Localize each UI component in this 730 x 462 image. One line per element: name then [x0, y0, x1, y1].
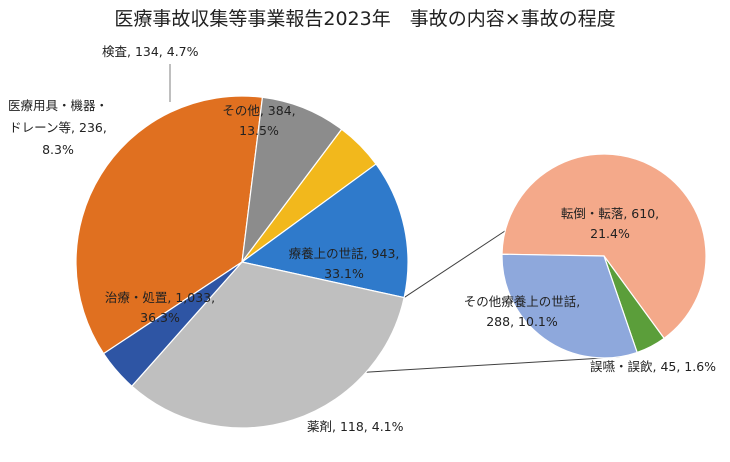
breakout-label-2-line-1: 288, 10.1% [486, 314, 558, 329]
data-label---0: 治療・処置, 1,033, 36.3% [105, 290, 215, 325]
breakout-label-1-line-0: 誤嚥・誤飲, 45, 1.6% [590, 359, 716, 374]
pie-slice-4 [130, 261, 405, 429]
data-label---3: その他, 384, 13.5% [222, 103, 295, 138]
breakout-label-0: 転倒・転落, 610, 21.4% [561, 206, 659, 241]
pie-slice-0 [75, 95, 264, 355]
pie-slice-5 [102, 261, 243, 388]
pie-slice-3 [240, 163, 409, 299]
data-label---1-line-2: 8.3% [42, 142, 74, 157]
data-label---1-line-1: ドレーン等, 236, [9, 120, 107, 135]
pie-slice-1 [241, 96, 343, 265]
breakout-label-0-line-1: 21.4% [590, 226, 630, 241]
main-pie [75, 95, 409, 429]
data-label---4: 療養上の世話, 943, 33.1% [289, 246, 400, 281]
breakout-slice-0 [501, 153, 707, 340]
data-label---0-line-0: 治療・処置, 1,033, [105, 290, 215, 305]
breakout-label-1: 誤嚥・誤飲, 45, 1.6% [590, 359, 716, 374]
data-label---5-line-0: 薬剤, 118, 4.1% [307, 419, 404, 434]
breakout-slice-2 [501, 253, 638, 359]
data-label---4-line-0: 療養上の世話, 943, [289, 246, 400, 261]
data-label---1: 医療用具・機器・ドレーン等, 236, 8.3% [8, 98, 108, 157]
data-label---2: 検査, 134, 4.7% [102, 44, 199, 59]
breakout-label-2-line-0: その他療養上の世話, [464, 294, 580, 309]
data-label---2-line-0: 検査, 134, 4.7% [102, 44, 199, 59]
breakout-pie [501, 153, 707, 359]
data-labels: 治療・処置, 1,033, 36.3% 医療用具・機器・ドレーン等, 236, 8.3… [8, 44, 716, 434]
data-label---4-line-1: 33.1% [324, 266, 364, 281]
breakout-label-2: その他療養上の世話, 288, 10.1% [464, 294, 580, 329]
chart-title: 医療事故収集等事業報告2023年 事故の内容×事故の程度 [114, 8, 616, 30]
data-label---0-line-1: 36.3% [140, 310, 180, 325]
data-label---1-line-0: 医療用具・機器・ [8, 98, 108, 113]
data-label---3-line-0: その他, 384, [222, 103, 295, 118]
data-label---5: 薬剤, 118, 4.1% [307, 419, 404, 434]
breakout-label-0-line-0: 転倒・転落, 610, [561, 206, 659, 221]
data-label---3-line-1: 13.5% [239, 123, 279, 138]
